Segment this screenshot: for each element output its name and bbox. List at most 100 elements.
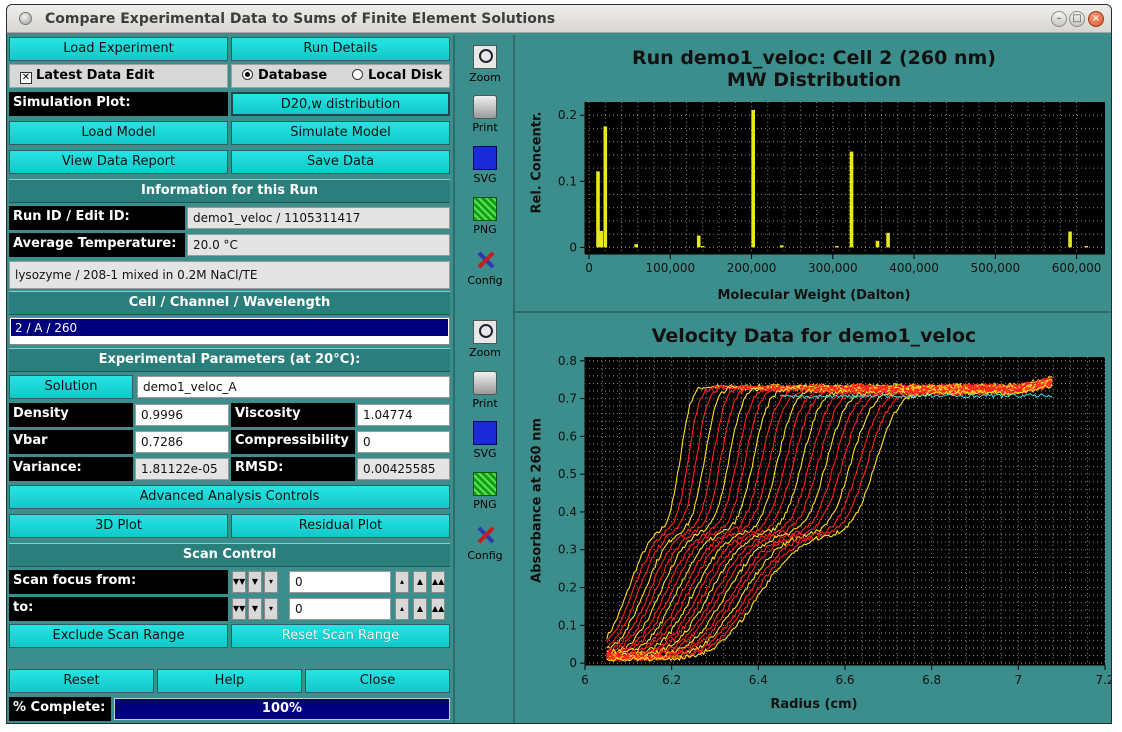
variance-label: Variance: [9, 457, 133, 481]
scan-from-fast-down-icon[interactable]: ▼▼ [232, 571, 246, 593]
density-field[interactable]: 0.9996 [135, 404, 229, 426]
scan-from-up-icon[interactable]: ▴ [395, 571, 409, 593]
run-description-field: lysozyme / 208-1 mixed in 0.2M NaCl/TE [9, 261, 450, 289]
velocity-xtick-label: 6.8 [922, 673, 941, 687]
scan-to-fast-down-icon[interactable]: ▼▼ [232, 598, 246, 620]
scan-from-down-icon[interactable]: ▾ [264, 571, 278, 593]
progress-bar-text: 100% [261, 701, 303, 716]
mw-xtick-label: 500,000 [971, 261, 1021, 275]
mw-ytick-label: 0 [569, 240, 577, 254]
simulate-model-button[interactable]: Simulate Model [231, 121, 450, 145]
velocity-plot-title: Velocity Data for demo1_veloc [651, 325, 977, 347]
compressibility-label: Compressibility [231, 430, 355, 454]
toolbar-divider [513, 35, 515, 723]
compressibility-field[interactable]: 0 [357, 431, 450, 453]
solution-field[interactable]: demo1_veloc_A [137, 376, 450, 398]
scan-to-down-icon[interactable]: ▾ [264, 598, 278, 620]
main-window: Compare Experimental Data to Sums of Fin… [6, 4, 1112, 724]
advanced-analysis-button[interactable]: Advanced Analysis Controls [9, 485, 450, 509]
mw-bar [751, 109, 755, 248]
velocity-scan-line [606, 378, 1053, 649]
zoom-icon [473, 45, 497, 69]
minimize-icon[interactable]: – [1051, 11, 1067, 27]
config-icon [473, 248, 497, 272]
png-bottom-tool[interactable]: PNG [459, 472, 511, 511]
residual-plot-button[interactable]: Residual Plot [231, 514, 450, 538]
scan-to-input[interactable]: 0 [289, 598, 391, 620]
save-data-button[interactable]: Save Data [231, 150, 450, 174]
mw-ylabel: Rel. Concentr. [529, 111, 545, 214]
view-data-report-button[interactable]: View Data Report [9, 150, 228, 174]
velocity-data-panel: Velocity Data for demo1_veloc 6 6.2 6.4 6.6… [515, 313, 1112, 723]
config-icon [473, 523, 497, 547]
scan-to-mid-up-icon[interactable]: ▲ [413, 598, 427, 620]
run-details-button[interactable]: Run Details [231, 37, 450, 61]
window-menu-icon[interactable] [19, 12, 32, 25]
config-bottom-tool[interactable]: Config [459, 523, 511, 562]
mw-xtick-label: 100,000 [646, 261, 696, 275]
info-banner: Information for this Run [9, 179, 450, 203]
viscosity-field[interactable]: 1.04774 [357, 404, 450, 426]
reset-button[interactable]: Reset [9, 669, 154, 693]
png-icon [473, 197, 497, 221]
velocity-xlabel: Radius (cm) [770, 697, 858, 712]
plot-3d-button[interactable]: 3D Plot [9, 514, 228, 538]
mw-plot-subtitle: MW Distribution [726, 69, 902, 91]
exclude-scan-range-button[interactable]: Exclude Scan Range [9, 624, 228, 648]
exp-params-banner: Experimental Parameters (at 20°C): [9, 348, 450, 372]
print-icon [473, 95, 497, 119]
config-top-tool[interactable]: Config [459, 248, 511, 287]
velocity-xtick-label: 6.4 [749, 673, 768, 687]
mw-ytick-label: 0.1 [558, 174, 577, 188]
run-id-label: Run ID / Edit ID: [9, 206, 185, 230]
scan-from-input[interactable]: 0 [289, 571, 391, 593]
avg-temp-field: 20.0 °C [187, 234, 450, 256]
zoom-top-tool[interactable]: Zoom [459, 45, 511, 84]
control-panel: Load Experiment Run Details ✕ Latest Data… [7, 35, 453, 723]
run-id-field: demo1_veloc / 1105311417 [187, 207, 450, 229]
mw-xtick-label: 200,000 [727, 261, 777, 275]
print-top-tool[interactable]: Print [459, 95, 511, 134]
close-button[interactable]: Close [305, 669, 450, 693]
png-top-tool[interactable]: PNG [459, 197, 511, 236]
load-model-button[interactable]: Load Model [9, 121, 228, 145]
close-window-icon[interactable]: × [1088, 11, 1104, 27]
simulation-plot-selector[interactable]: D20,w distribution [231, 92, 450, 116]
scan-to-up-icon[interactable]: ▴ [395, 598, 409, 620]
svg-bottom-tool[interactable]: SVG [459, 421, 511, 460]
scan-from-label: Scan focus from: [9, 570, 228, 594]
velocity-ytick-label: 0.1 [558, 618, 577, 632]
scan-from-mid-down-icon[interactable]: ▼ [248, 571, 262, 593]
vbar-field[interactable]: 0.7286 [135, 431, 229, 453]
print-bottom-tool[interactable]: Print [459, 371, 511, 410]
source-radio-group: Database Local Disk [231, 64, 450, 88]
svg-icon [473, 421, 497, 445]
help-button[interactable]: Help [157, 669, 302, 693]
mw-plot-title: Run demo1_veloc: Cell 2 (260 nm) [632, 47, 996, 69]
svg-top-tool[interactable]: SVG [459, 146, 511, 185]
local-disk-radio[interactable]: Local Disk [352, 65, 442, 87]
velocity-xtick-label: 6 [581, 673, 589, 687]
mw-bar [634, 244, 638, 248]
cell-list-selected-item[interactable]: 2 / A / 260 [10, 318, 449, 337]
viscosity-label: Viscosity [231, 403, 355, 427]
maximize-icon[interactable]: □ [1069, 11, 1085, 27]
latest-data-edit-checkbox[interactable]: ✕ Latest Data Edit [9, 64, 228, 88]
png-icon [473, 472, 497, 496]
reset-scan-range-button[interactable]: Reset Scan Range [231, 624, 450, 648]
velocity-xtick-label: 7.2 [1095, 673, 1112, 687]
velocity-ytick-label: 0.5 [558, 467, 577, 481]
mw-xtick-label: 300,000 [808, 261, 858, 275]
zoom-bottom-tool[interactable]: Zoom [459, 320, 511, 359]
print-icon [473, 371, 497, 395]
scan-to-mid-down-icon[interactable]: ▼ [248, 598, 262, 620]
load-experiment-button[interactable]: Load Experiment [9, 37, 228, 61]
svg-bottom-label: SVG [473, 447, 497, 460]
vbar-label: Vbar [9, 430, 133, 454]
database-radio[interactable]: Database [242, 65, 327, 87]
mw-ytick-label: 0.2 [558, 108, 577, 122]
solution-button[interactable]: Solution [9, 375, 133, 399]
scan-from-mid-up-icon[interactable]: ▲ [413, 571, 427, 593]
scan-to-fast-up-icon[interactable]: ▲▲ [431, 598, 445, 620]
scan-from-fast-up-icon[interactable]: ▲▲ [431, 571, 445, 593]
